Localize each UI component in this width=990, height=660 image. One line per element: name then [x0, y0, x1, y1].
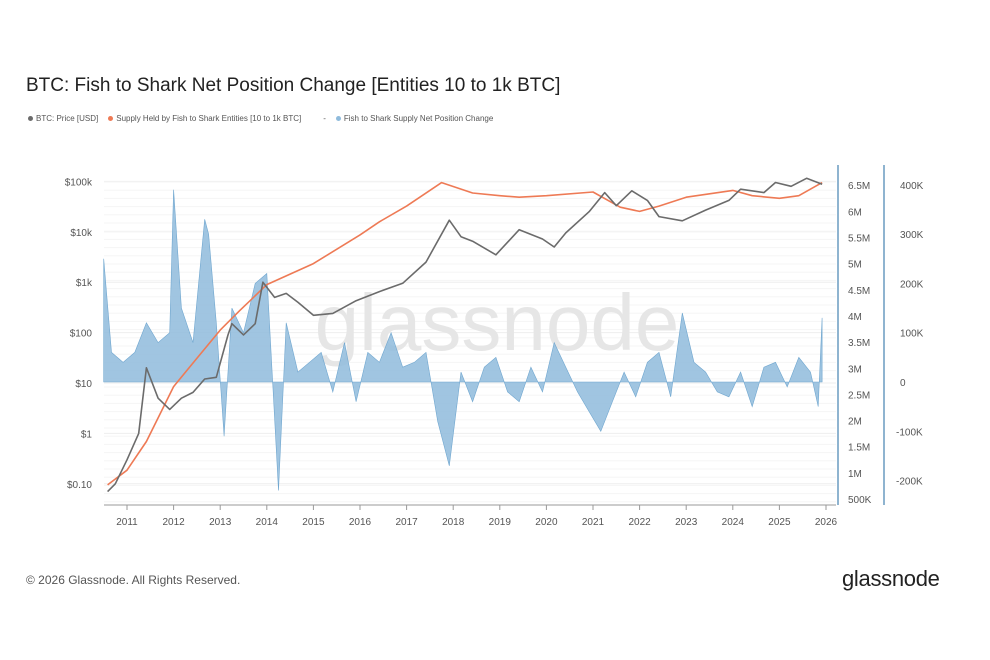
legend: BTC: Price [USD] Supply Held by Fish to … [28, 114, 493, 123]
legend-label: Supply Held by Fish to Shark Entities [1… [116, 114, 302, 123]
legend-label: Fish to Shark Supply Net Position Change [343, 114, 494, 123]
y-tick-label-supply: 1M [848, 469, 862, 480]
y-tick-label-change: 400K [900, 181, 924, 192]
x-tick-label: 2011 [116, 517, 138, 528]
axes: $0.10 $1 $10 $100 $1k $10k $100k 500K 1M 1.5M 2M 2.… [65, 165, 924, 528]
y-tick-label-change: 100K [900, 329, 924, 340]
y-tick-label-price: $100k [65, 177, 93, 188]
x-tick-label: 2014 [256, 517, 279, 528]
chart-title: BTC: Fish to Shark Net Position Change [… [26, 75, 561, 96]
y-tick-label-price: $100 [70, 329, 93, 340]
y-tick-label-change: 200K [900, 279, 924, 290]
y-tick-label-change: -100K [896, 427, 923, 438]
y-tick-label-supply: 2M [848, 417, 862, 428]
y-tick-label-supply: 3.5M [848, 338, 870, 349]
y-tick-label-price: $10k [70, 228, 93, 239]
legend-item-price[interactable]: BTC: Price [USD] [28, 114, 98, 123]
legend-dot-icon [28, 116, 33, 121]
copyright: © 2026 Glassnode. All Rights Reserved. [26, 573, 241, 587]
x-tick-label: 2026 [815, 517, 838, 528]
y-tick-label-supply: 5.5M [848, 234, 870, 245]
x-tick-label: 2022 [628, 517, 651, 528]
x-tick-label: 2023 [675, 517, 698, 528]
y-tick-label-supply: 1.5M [848, 443, 870, 454]
series-layer [103, 177, 823, 493]
x-tick-label: 2013 [209, 517, 232, 528]
y-tick-label-supply: 4M [848, 312, 862, 323]
x-tick-label: 2012 [162, 517, 185, 528]
x-tick-label: 2018 [442, 517, 465, 528]
y-tick-label-price: $1 [81, 429, 93, 440]
y-tick-label-supply: 3M [848, 364, 862, 375]
y-tick-label-supply: 6.5M [848, 181, 870, 192]
series-area-net-position-change [103, 189, 823, 491]
grid [104, 180, 836, 503]
legend-item-change[interactable]: Fish to Shark Supply Net Position Change [335, 114, 494, 123]
y-tick-label-price: $1k [76, 278, 93, 289]
x-tick-label: 2025 [768, 517, 791, 528]
x-tick-label: 2021 [582, 517, 605, 528]
brand-logo: glassnode [842, 566, 940, 591]
x-tick-label: 2020 [535, 517, 558, 528]
series-line-supply [107, 181, 823, 486]
legend-dot-icon [335, 116, 341, 121]
y-tick-label-price: $0.10 [67, 480, 92, 491]
x-tick-label: 2017 [395, 517, 418, 528]
y-tick-label-supply: 6M [848, 207, 862, 218]
y-tick-label-change: -200K [896, 477, 923, 488]
legend-label: BTC: Price [USD] [36, 114, 99, 123]
series-line-price [107, 177, 823, 493]
y-tick-label-change: 0 [900, 378, 906, 389]
y-tick-label-supply: 2.5M [848, 390, 870, 401]
x-tick-label: 2019 [489, 517, 512, 528]
y-tick-label-supply: 5M [848, 260, 862, 271]
y-tick-label-price: $10 [75, 379, 92, 390]
legend-dot-icon [108, 116, 114, 121]
x-tick-label: 2024 [722, 517, 745, 528]
legend-separator: - [323, 114, 326, 123]
y-tick-label-supply: 4.5M [848, 286, 870, 297]
x-tick-label: 2015 [302, 517, 325, 528]
x-tick-label: 2016 [349, 517, 372, 528]
legend-item-supply[interactable]: Supply Held by Fish to Shark Entities [1… [108, 114, 301, 123]
y-tick-label-supply: 500K [848, 495, 872, 506]
y-tick-label-change: 300K [900, 230, 924, 241]
